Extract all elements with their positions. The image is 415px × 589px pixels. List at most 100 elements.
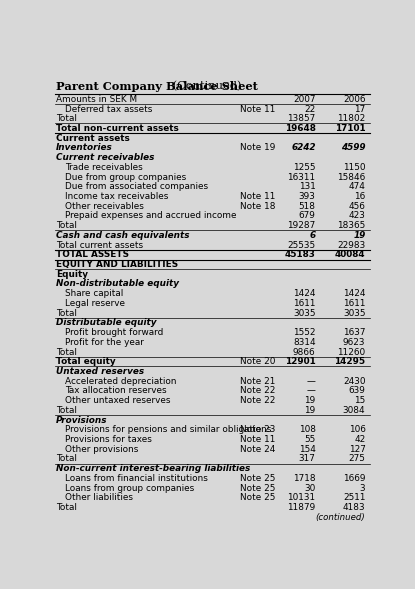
Text: EQUITY AND LIABILITIES: EQUITY AND LIABILITIES (56, 260, 178, 269)
Text: Note 19: Note 19 (240, 143, 276, 153)
Text: Prepaid expenses and accrued income: Prepaid expenses and accrued income (65, 211, 236, 220)
Text: 13857: 13857 (287, 114, 315, 123)
Text: Total non-current assets: Total non-current assets (56, 124, 178, 133)
Text: 1611: 1611 (343, 299, 366, 308)
Text: Loans from group companies: Loans from group companies (65, 484, 194, 492)
Text: 6: 6 (310, 231, 315, 240)
Text: 474: 474 (349, 183, 366, 191)
Text: Other provisions: Other provisions (65, 445, 138, 454)
Text: 1611: 1611 (293, 299, 315, 308)
Text: 14295: 14295 (334, 358, 366, 366)
Text: Amounts in SEK M: Amounts in SEK M (56, 95, 137, 104)
Text: 45183: 45183 (285, 250, 315, 259)
Text: Total: Total (56, 309, 77, 317)
Text: —: — (307, 386, 315, 395)
Text: Note 25: Note 25 (240, 494, 276, 502)
Text: Untaxed reserves: Untaxed reserves (56, 367, 144, 376)
Text: 3035: 3035 (293, 309, 315, 317)
Text: Note 24: Note 24 (240, 445, 276, 454)
Text: Trade receivables: Trade receivables (65, 163, 142, 172)
Text: 127: 127 (349, 445, 366, 454)
Text: 55: 55 (304, 435, 315, 444)
Text: 19: 19 (304, 406, 315, 415)
Text: 108: 108 (299, 425, 315, 434)
Text: 6242: 6242 (291, 143, 315, 153)
Text: (continued): (continued) (316, 513, 366, 522)
Text: 17101: 17101 (335, 124, 366, 133)
Text: Note 25: Note 25 (240, 484, 276, 492)
Text: 19287: 19287 (287, 221, 315, 230)
Text: Total: Total (56, 114, 77, 123)
Text: 15846: 15846 (337, 173, 366, 181)
Text: 19648: 19648 (285, 124, 315, 133)
Text: Note 21: Note 21 (240, 377, 276, 386)
Text: 40084: 40084 (335, 250, 366, 259)
Text: Non-distributable equity: Non-distributable equity (56, 280, 179, 289)
Text: Total: Total (56, 455, 77, 464)
Text: 456: 456 (349, 202, 366, 211)
Text: Profit for the year: Profit for the year (65, 338, 144, 347)
Text: 1424: 1424 (293, 289, 315, 298)
Text: Provisions for taxes: Provisions for taxes (65, 435, 151, 444)
Text: 12901: 12901 (285, 358, 315, 366)
Text: 18365: 18365 (337, 221, 366, 230)
Text: 15: 15 (354, 396, 366, 405)
Text: 19: 19 (353, 231, 366, 240)
Text: Note 18: Note 18 (240, 202, 276, 211)
Text: Other receivables: Other receivables (65, 202, 144, 211)
Text: Total current assets: Total current assets (56, 241, 143, 250)
Text: Note 22: Note 22 (240, 386, 276, 395)
Text: 42: 42 (354, 435, 366, 444)
Text: Note 20: Note 20 (240, 358, 276, 366)
Text: 1424: 1424 (343, 289, 366, 298)
Text: Tax allocation reserves: Tax allocation reserves (65, 386, 166, 395)
Text: Note 11: Note 11 (240, 104, 276, 114)
Text: Due from associated companies: Due from associated companies (65, 183, 208, 191)
Text: (Continued): (Continued) (169, 81, 242, 91)
Text: 16311: 16311 (288, 173, 315, 181)
Text: 2511: 2511 (343, 494, 366, 502)
Text: Profit brought forward: Profit brought forward (65, 328, 163, 337)
Text: 2430: 2430 (343, 377, 366, 386)
Text: TOTAL ASSETS: TOTAL ASSETS (56, 250, 129, 259)
Text: 10131: 10131 (288, 494, 315, 502)
Text: Parent Company Balance Sheet: Parent Company Balance Sheet (56, 81, 258, 92)
Text: Share capital: Share capital (65, 289, 123, 298)
Text: 3084: 3084 (343, 406, 366, 415)
Text: 1150: 1150 (343, 163, 366, 172)
Text: Current assets: Current assets (56, 134, 129, 143)
Text: Total: Total (56, 348, 77, 356)
Text: 8314: 8314 (293, 338, 315, 347)
Text: 9866: 9866 (293, 348, 315, 356)
Text: 17: 17 (354, 104, 366, 114)
Text: Due from group companies: Due from group companies (65, 173, 186, 181)
Text: Legal reserve: Legal reserve (65, 299, 125, 308)
Text: Income tax receivables: Income tax receivables (65, 192, 168, 201)
Text: 19: 19 (304, 396, 315, 405)
Text: 9623: 9623 (343, 338, 366, 347)
Text: Total equity: Total equity (56, 358, 115, 366)
Text: Note 11: Note 11 (240, 435, 276, 444)
Text: Inventories: Inventories (56, 143, 112, 153)
Text: 154: 154 (299, 445, 315, 454)
Text: Equity: Equity (56, 270, 88, 279)
Text: 317: 317 (299, 455, 315, 464)
Text: 1718: 1718 (293, 474, 315, 483)
Text: 131: 131 (299, 183, 315, 191)
Text: 16: 16 (354, 192, 366, 201)
Text: 639: 639 (349, 386, 366, 395)
Text: Non-current interest-bearing liabilities: Non-current interest-bearing liabilities (56, 464, 250, 473)
Text: 11260: 11260 (337, 348, 366, 356)
Text: 2006: 2006 (343, 95, 366, 104)
Text: 4183: 4183 (343, 503, 366, 512)
Text: 4599: 4599 (341, 143, 366, 153)
Text: Note 22: Note 22 (240, 396, 276, 405)
Text: Provisions: Provisions (56, 416, 107, 425)
Text: 275: 275 (349, 455, 366, 464)
Text: Cash and cash equivalents: Cash and cash equivalents (56, 231, 189, 240)
Text: Note 25: Note 25 (240, 474, 276, 483)
Text: 3: 3 (360, 484, 366, 492)
Text: 423: 423 (349, 211, 366, 220)
Text: 106: 106 (349, 425, 366, 434)
Text: Provisions for pensions and similar obligations: Provisions for pensions and similar obli… (65, 425, 271, 434)
